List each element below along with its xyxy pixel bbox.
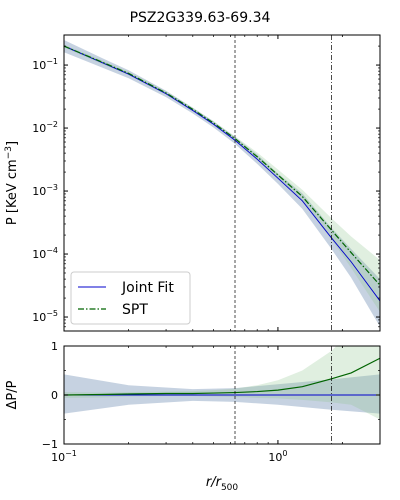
y-tick-label: 10−1 (32, 57, 58, 72)
legend-label: Joint Fit (121, 280, 174, 296)
series-line (64, 45, 380, 286)
y-tick-label: 10−5 (32, 309, 58, 324)
top-panel: 10−5 10−4 10−3 10−2 10−1 P [KeV cm−3] Joint Fi… (4, 34, 381, 332)
y-tick-label: 10−2 (32, 120, 58, 135)
bottom-panel: −1 0 1 ΔP/P 10−1 100 r/r500 (5, 340, 381, 493)
axes-frame (63, 34, 381, 332)
series-line (64, 45, 380, 302)
y-axis-label: P [KeV cm−3] (4, 141, 20, 225)
confidence-band (64, 374, 380, 414)
y-tick-label: 0 (51, 389, 58, 402)
y-tick-label: −1 (42, 438, 58, 451)
chart-title: PSZ2G339.63-69.34 (130, 10, 271, 26)
y-tick-label: 1 (51, 340, 58, 353)
legend: Joint Fit SPT (70, 271, 191, 325)
y-axis-label: ΔP/P (5, 380, 20, 409)
x-axis-label: r/r500 (206, 475, 239, 493)
x-tick-label: 10−1 (51, 449, 77, 464)
y-tick-label: 10−4 (32, 246, 58, 261)
legend-box (70, 271, 191, 325)
legend-label: SPT (122, 302, 148, 318)
y-tick-label: 10−3 (32, 183, 58, 198)
x-tick-label: 100 (268, 449, 287, 464)
